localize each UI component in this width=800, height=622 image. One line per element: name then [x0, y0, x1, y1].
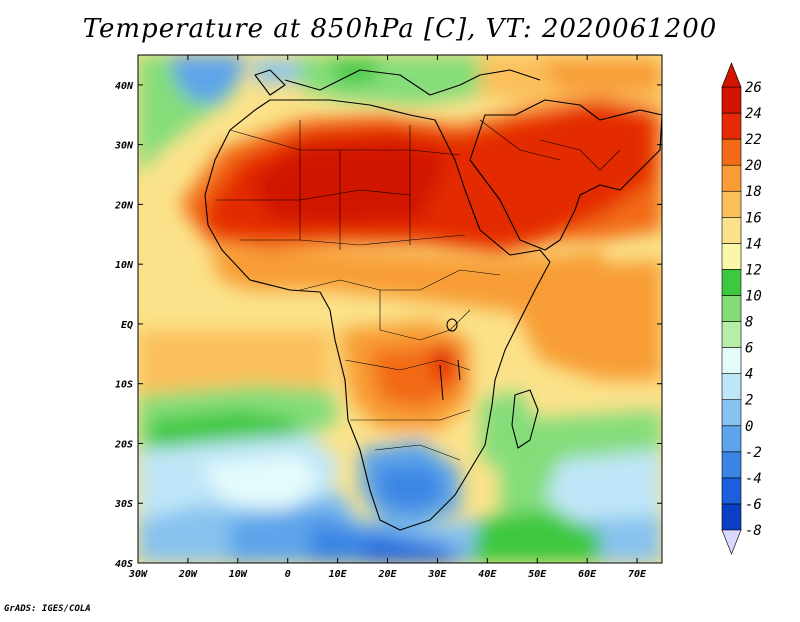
lon-tick-label: 40E	[478, 569, 497, 580]
colorbar-band	[722, 426, 741, 452]
lat-tick-label: 10S	[115, 380, 133, 391]
colorbar-label: -8	[745, 523, 762, 539]
lat-tick-label: 40S	[115, 559, 133, 570]
colorbar-band	[722, 269, 741, 295]
colorbar-high-extend	[722, 63, 741, 87]
colorbar-label: -2	[745, 445, 762, 461]
colorbar-band	[722, 452, 741, 478]
colorbar-label: 20	[745, 158, 762, 174]
lat-tick-label: 40N	[115, 81, 134, 92]
temperature-field	[138, 55, 662, 563]
colorbar-band	[722, 504, 741, 530]
colorbar-label: 22	[745, 132, 762, 148]
colorbar-label: 16	[745, 210, 762, 226]
lon-tick-label: 30E	[427, 569, 447, 580]
colorbar-label: 2	[745, 393, 753, 409]
colorbar-label: 12	[745, 262, 762, 278]
colorbar-label: -6	[745, 497, 762, 513]
colorbar-band	[722, 139, 741, 165]
colorbar-band	[722, 295, 741, 321]
colorbar-label: 6	[745, 341, 753, 357]
lat-tick-label: 30N	[114, 141, 134, 152]
colorbar-band	[722, 348, 741, 374]
colorbar-label: 4	[745, 367, 753, 383]
colorbar-band	[722, 243, 741, 269]
colorbar-band	[722, 217, 741, 243]
colorbar-band	[722, 87, 741, 113]
colorbar-band	[722, 191, 741, 217]
colorbar-label: 18	[745, 184, 762, 200]
colorbar-label: -4	[745, 471, 762, 487]
lon-tick-label: 10W	[229, 569, 248, 580]
lon-tick-label: 60E	[578, 569, 597, 580]
colorbar-label: 8	[745, 315, 753, 331]
colorbar-band	[722, 113, 741, 139]
colorbar-band	[722, 400, 741, 426]
lat-tick-label: 20N	[114, 200, 134, 211]
lon-tick-label: 10E	[329, 569, 348, 580]
colorbar-band	[722, 322, 741, 348]
lat-tick-label: 30S	[114, 499, 133, 510]
lat-tick-label: 20S	[114, 439, 133, 450]
lon-tick-label: 0	[285, 569, 291, 580]
colorbar-band	[722, 165, 741, 191]
lat-tick-label: 10N	[115, 260, 134, 271]
lon-tick-label: 70E	[628, 569, 647, 580]
colorbar-label: 0	[745, 419, 753, 435]
colorbar-band	[722, 478, 741, 504]
colorbar-label: 14	[745, 236, 762, 252]
colorbar-low-extend	[722, 530, 741, 554]
colorbar-band	[722, 374, 741, 400]
credit-text: GrADS: IGES/COLA	[4, 604, 91, 614]
lat-tick-label: EQ	[121, 320, 133, 331]
lon-tick-label: 20E	[377, 569, 397, 580]
lon-tick-label: 20W	[178, 569, 198, 580]
colorbar-label: 10	[745, 288, 762, 304]
colorbar-label: 26	[745, 80, 762, 96]
colorbar-label: 24	[745, 106, 762, 122]
lon-tick-label: 50E	[528, 569, 547, 580]
lon-tick-label: 30W	[128, 569, 148, 580]
